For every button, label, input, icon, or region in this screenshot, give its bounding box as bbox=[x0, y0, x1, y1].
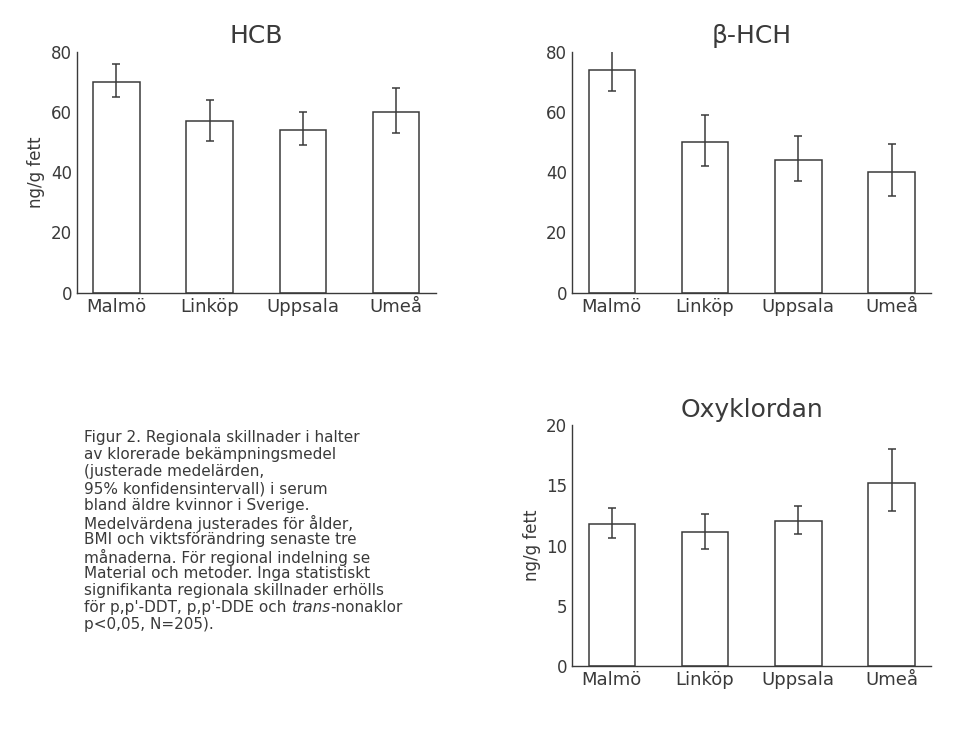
Text: (justerade medelärden,: (justerade medelärden, bbox=[84, 464, 264, 479]
Text: Medelvärdena justerades för ålder,: Medelvärdena justerades för ålder, bbox=[84, 515, 353, 532]
Text: månaderna. För regional indelning se: månaderna. För regional indelning se bbox=[84, 549, 371, 566]
Text: p<0,05, N=205).: p<0,05, N=205). bbox=[84, 617, 214, 633]
Text: BMI och viktsförändring senaste tre: BMI och viktsförändring senaste tre bbox=[84, 532, 356, 547]
Bar bbox=[682, 142, 729, 292]
Text: -nonaklor: -nonaklor bbox=[330, 600, 403, 616]
Bar bbox=[588, 524, 636, 666]
Title: Oxyklordan: Oxyklordan bbox=[681, 398, 823, 422]
Text: signifikanta regionala skillnader erhölls: signifikanta regionala skillnader erhöll… bbox=[84, 583, 384, 599]
Bar bbox=[93, 82, 140, 292]
Y-axis label: ng/g fett: ng/g fett bbox=[27, 136, 45, 208]
Bar bbox=[775, 160, 822, 292]
Text: 95% konfidensintervall) i serum: 95% konfidensintervall) i serum bbox=[84, 481, 327, 496]
Text: Material och metoder. Inga statistiskt: Material och metoder. Inga statistiskt bbox=[84, 566, 371, 582]
Bar bbox=[372, 112, 420, 292]
Bar bbox=[868, 172, 915, 292]
Bar bbox=[279, 130, 326, 292]
Bar bbox=[588, 70, 636, 292]
Bar bbox=[186, 121, 233, 292]
Bar bbox=[682, 532, 729, 666]
Text: bland äldre kvinnor i Sverige.: bland äldre kvinnor i Sverige. bbox=[84, 498, 309, 513]
Text: av klorerade bekämpningsmedel: av klorerade bekämpningsmedel bbox=[84, 447, 336, 462]
Bar bbox=[775, 522, 822, 666]
Title: HCB: HCB bbox=[229, 24, 283, 48]
Title: β-HCH: β-HCH bbox=[711, 24, 792, 48]
Text: Figur 2. Regionala skillnader i halter: Figur 2. Regionala skillnader i halter bbox=[84, 430, 360, 445]
Bar bbox=[868, 483, 915, 666]
Y-axis label: ng/g fett: ng/g fett bbox=[522, 510, 540, 582]
Text: för p,p'-DDT, p,p'-DDE och: för p,p'-DDT, p,p'-DDE och bbox=[84, 600, 291, 616]
Text: trans: trans bbox=[291, 600, 330, 616]
